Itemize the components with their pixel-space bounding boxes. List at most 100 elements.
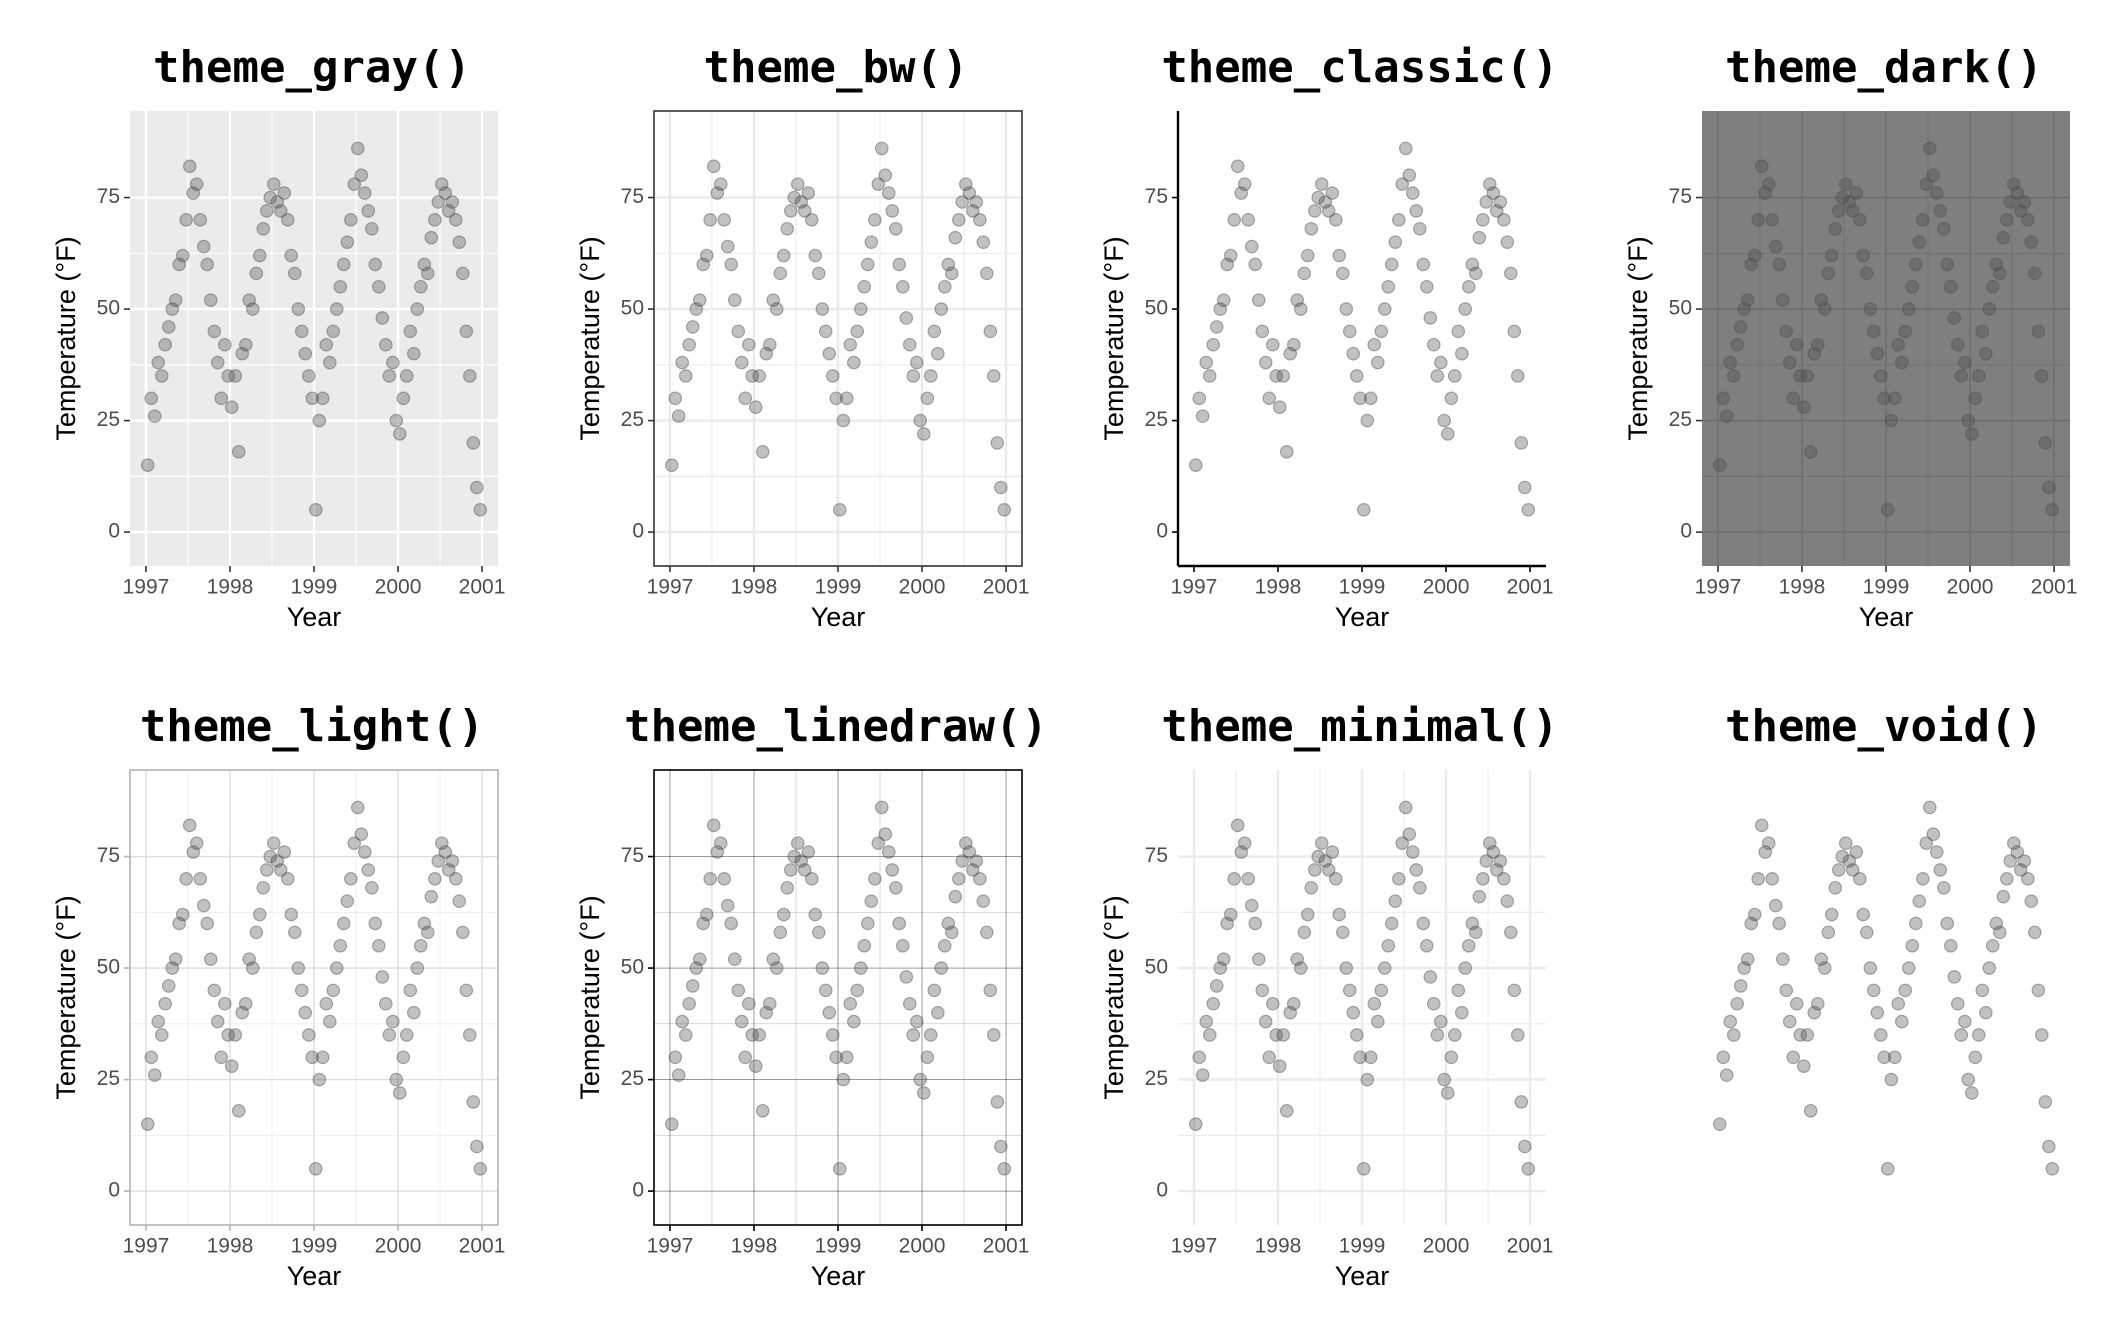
data-point bbox=[389, 413, 404, 428]
data-point bbox=[696, 916, 711, 931]
data-point bbox=[182, 159, 197, 174]
data-point bbox=[864, 235, 879, 249]
data-point bbox=[256, 221, 271, 236]
data-point bbox=[375, 311, 390, 325]
data-point bbox=[386, 355, 400, 370]
data-point bbox=[668, 1050, 683, 1065]
data-point bbox=[1248, 916, 1263, 931]
data-point bbox=[1740, 293, 1755, 307]
data-point bbox=[392, 427, 407, 441]
data-point bbox=[1356, 1161, 1371, 1176]
data-point bbox=[1884, 1072, 1899, 1087]
data-point bbox=[2006, 177, 2021, 191]
data-point bbox=[1744, 257, 1759, 272]
data-point bbox=[263, 190, 278, 205]
data-point bbox=[1873, 369, 1888, 383]
data-point bbox=[955, 195, 970, 209]
data-point bbox=[794, 854, 809, 868]
data-point bbox=[1859, 266, 1874, 281]
data-point bbox=[1188, 1117, 1203, 1131]
data-point bbox=[713, 177, 728, 191]
data-point bbox=[1915, 872, 1930, 886]
data-point bbox=[906, 1028, 921, 1042]
x-axis-title: Year bbox=[811, 1261, 866, 1291]
data-point bbox=[692, 293, 707, 307]
x-tick-label: 2000 bbox=[899, 576, 946, 599]
data-point bbox=[2038, 436, 2053, 450]
x-axis-title: Year bbox=[287, 602, 342, 632]
data-point bbox=[473, 1161, 488, 1176]
subplot: theme_light() 1997 1998 1999 2000 2001 0 25 50 75… bbox=[51, 701, 505, 1291]
data-point bbox=[682, 996, 697, 1011]
data-point bbox=[787, 849, 802, 864]
data-point bbox=[1209, 979, 1224, 993]
data-point bbox=[333, 279, 348, 294]
data-point bbox=[1199, 355, 1214, 370]
data-point bbox=[172, 257, 187, 272]
data-point bbox=[808, 248, 823, 263]
data-point bbox=[252, 907, 267, 922]
data-point bbox=[235, 1005, 250, 1020]
subplot-title: theme_bw() bbox=[704, 42, 969, 93]
data-point bbox=[1521, 1161, 1536, 1176]
data-point bbox=[787, 190, 802, 205]
x-axis-title: Year bbox=[287, 1261, 342, 1291]
data-point bbox=[407, 1005, 421, 1020]
data-point bbox=[682, 337, 697, 352]
x-tick-label: 1999 bbox=[1339, 576, 1386, 599]
data-point bbox=[1898, 324, 1913, 339]
data-point bbox=[846, 355, 861, 370]
data-point bbox=[221, 1028, 236, 1042]
data-point bbox=[175, 248, 190, 263]
data-point bbox=[1768, 239, 1783, 254]
data-point bbox=[1388, 235, 1403, 249]
data-point bbox=[2024, 235, 2039, 249]
data-point bbox=[1423, 970, 1438, 984]
data-point bbox=[298, 1005, 313, 1020]
data-point bbox=[738, 1050, 753, 1065]
subplot-title: theme_linedraw() bbox=[624, 701, 1048, 752]
data-point bbox=[186, 845, 201, 859]
x-tick-label: 1997 bbox=[123, 1235, 170, 1258]
data-point bbox=[280, 213, 295, 227]
data-point bbox=[692, 952, 707, 966]
data-point bbox=[1901, 302, 1916, 316]
data-point bbox=[979, 925, 994, 940]
data-point bbox=[717, 213, 732, 227]
y-tick-label: 75 bbox=[1145, 844, 1168, 867]
data-point bbox=[259, 863, 274, 877]
data-point bbox=[1465, 257, 1480, 272]
data-point bbox=[860, 916, 875, 931]
data-point bbox=[1318, 195, 1333, 209]
data-point bbox=[1510, 369, 1525, 383]
data-point bbox=[1503, 266, 1518, 281]
panel-background bbox=[1178, 111, 1546, 566]
data-point bbox=[1342, 983, 1357, 998]
data-point bbox=[284, 248, 299, 263]
data-point bbox=[1989, 257, 2004, 272]
data-point bbox=[428, 213, 442, 227]
data-point bbox=[850, 324, 865, 339]
data-point bbox=[1919, 177, 1934, 191]
data-point bbox=[413, 279, 428, 294]
data-point bbox=[1314, 177, 1329, 191]
data-point bbox=[1304, 221, 1319, 236]
data-point bbox=[1772, 916, 1787, 931]
data-point bbox=[986, 369, 1001, 383]
data-point bbox=[1968, 391, 1983, 406]
data-point bbox=[1835, 849, 1850, 864]
data-point bbox=[1996, 230, 2011, 245]
data-point bbox=[920, 1050, 935, 1065]
data-point bbox=[675, 1014, 690, 1029]
subplot: theme_minimal() 1997 1998 1999 2000 2001 0 25 50… bbox=[1099, 701, 1559, 1291]
data-point bbox=[678, 1028, 693, 1042]
data-point bbox=[759, 346, 774, 361]
data-point bbox=[291, 302, 306, 316]
data-point bbox=[1307, 863, 1322, 877]
data-point bbox=[1747, 248, 1762, 263]
y-axis-title: Temperature (°F) bbox=[51, 236, 81, 440]
data-point bbox=[1726, 1028, 1741, 1042]
data-point bbox=[1482, 836, 1497, 850]
data-point bbox=[997, 502, 1012, 517]
data-point bbox=[1188, 458, 1203, 472]
